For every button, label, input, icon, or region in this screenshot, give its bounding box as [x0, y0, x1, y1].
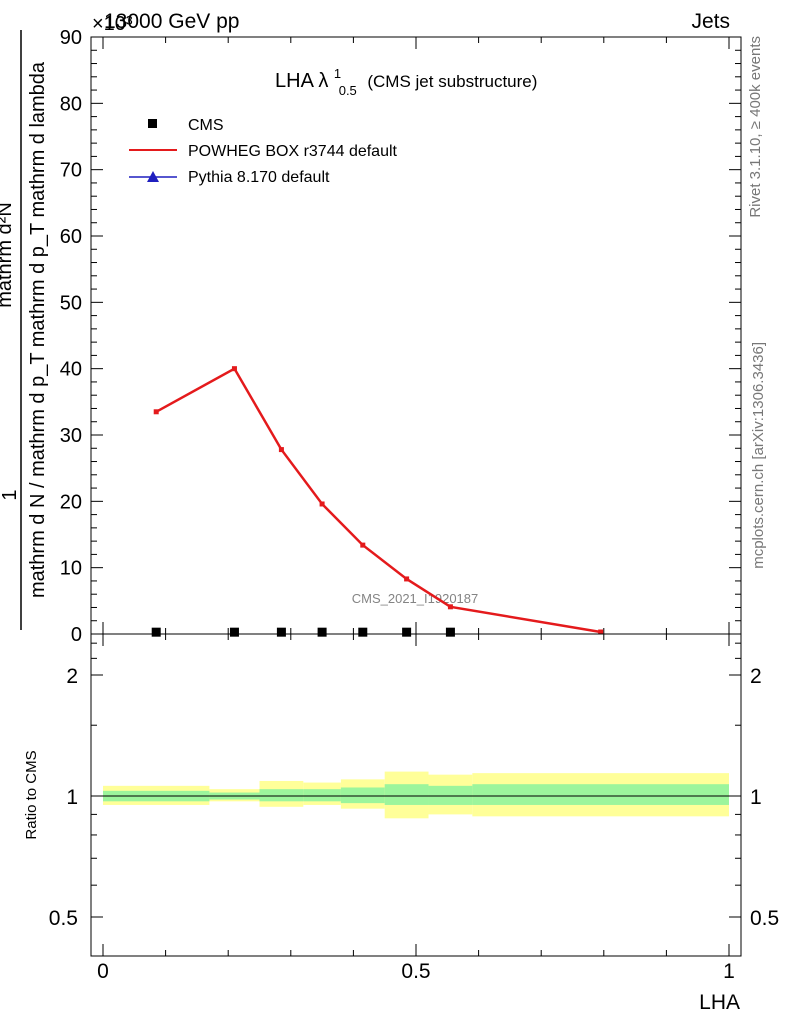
plot-title-main: LHA λ: [275, 70, 328, 92]
powheg-point: [278, 447, 284, 453]
powheg-point: [153, 409, 159, 415]
ratio-band-inner: [303, 789, 341, 802]
y-multiplier-label: ×10³: [92, 13, 133, 35]
main-y-tick-label: 0: [71, 624, 82, 646]
cms-point: [229, 627, 239, 637]
main-y-tick-label: 40: [60, 359, 82, 381]
ratio-band-inner: [340, 787, 385, 804]
main-y-tick-label: 10: [60, 558, 82, 580]
powheg-point: [447, 604, 453, 610]
ratio-y-tick-label-right: 1: [750, 786, 762, 809]
beam-energy-label: 13000 GeV pp: [104, 10, 239, 33]
legend: CMS POWHEG BOX r3744 default Pythia 8.17…: [129, 117, 398, 186]
analysis-watermark: CMS_2021_I1920187: [352, 591, 479, 606]
cms-series: [151, 627, 455, 637]
powheg-point: [231, 366, 237, 372]
ratio-band-inner: [472, 784, 729, 805]
main-y-axis: 0 10 20 30 40 50 60 70 80 90: [60, 27, 741, 646]
ratio-y-tick-label: 2: [66, 665, 78, 688]
ratio-x-tick-label: 1: [723, 960, 735, 983]
cms-point: [151, 627, 161, 637]
rivet-version-label: Rivet 3.1.10, ≥ 400k events: [747, 36, 764, 218]
ratio-x-tick-label: 0.5: [401, 960, 430, 983]
plot-title-subscript: 0.5: [339, 83, 357, 98]
ratio-band-inner: [384, 784, 429, 805]
mcplots-credit-label: mcplots.cern.ch [arXiv:1306.3436]: [750, 342, 767, 569]
plot-title-suffix: (CMS jet substructure): [367, 72, 537, 91]
x-axis-label: LHA: [699, 991, 740, 1014]
main-y-tick-label: 80: [60, 93, 82, 115]
cms-point: [276, 627, 286, 637]
powheg-point: [319, 501, 325, 507]
main-y-tick-label: 30: [60, 425, 82, 447]
ratio-y-tick-label-right: 0.5: [750, 907, 779, 930]
cms-point: [445, 627, 455, 637]
ratio-band-inner: [428, 785, 473, 805]
y-label-one: 1: [0, 489, 21, 500]
powheg-point: [598, 629, 604, 635]
main-y-axis-label: 1 mathrm d²N mathrm d N / mathrm d p_T m…: [0, 30, 49, 630]
legend-cms-label: CMS: [188, 117, 224, 134]
cms-point: [317, 627, 327, 637]
y-label-denominator: mathrm d N / mathrm d p_T mathrm d p_T m…: [27, 61, 49, 598]
legend-powheg-label: POWHEG BOX r3744 default: [188, 143, 398, 160]
legend-cms-marker: [148, 119, 157, 128]
plot-title: LHA λ 1 0.5 (CMS jet substructure): [275, 61, 537, 100]
legend-pythia-label: Pythia 8.170 default: [188, 169, 330, 186]
ratio-y-tick-label: 0.5: [49, 907, 78, 930]
y-label-numerator: mathrm d²N: [0, 202, 16, 308]
ratio-y-tick-label: 1: [66, 786, 78, 809]
cms-point: [402, 627, 412, 637]
ratio-band-inner: [259, 789, 304, 802]
main-y-tick-label: 20: [60, 491, 82, 513]
plot-title-superscript: 1: [334, 66, 341, 81]
ratio-y-tick-label-right: 2: [750, 665, 762, 688]
ratio-x-tick-label: 0: [97, 960, 109, 983]
ratio-y-axis-label: Ratio to CMS: [23, 750, 40, 839]
ratio-y-axis: 0.5 0.5 1 1 2 2: [49, 642, 779, 930]
main-y-tick-label: 70: [60, 160, 82, 182]
powheg-point: [360, 542, 366, 548]
powheg-point: [404, 576, 410, 582]
main-y-tick-label: 90: [60, 27, 82, 49]
powheg-line: [155, 366, 601, 634]
cms-point: [358, 627, 368, 637]
process-label: Jets: [691, 10, 730, 33]
legend-pythia-marker: [147, 171, 159, 182]
ratio-x-axis: 0 0.5 1: [97, 634, 735, 983]
ratio-bands: [103, 771, 729, 819]
powheg-series: [153, 366, 604, 635]
main-y-tick-label: 50: [60, 292, 82, 314]
main-y-tick-label: 60: [60, 226, 82, 248]
